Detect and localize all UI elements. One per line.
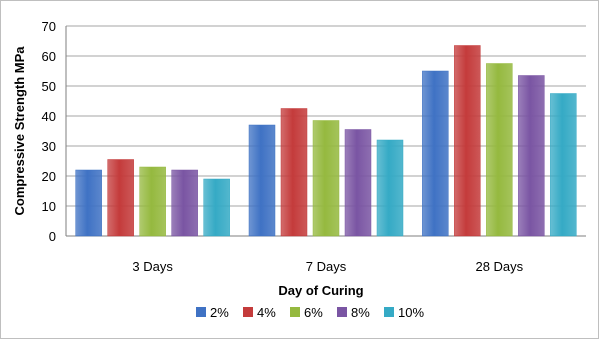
y-tick-label: 40: [42, 109, 56, 124]
legend-label: 10%: [398, 305, 424, 320]
x-tick-label: 7 Days: [306, 259, 347, 274]
bar-4pct-7-days: [280, 108, 308, 237]
x-axis-title: Day of Curing: [278, 283, 363, 298]
y-tick-label: 70: [42, 19, 56, 34]
bar-10pct-7-days: [376, 139, 404, 237]
y-tick-label: 30: [42, 139, 56, 154]
x-tick-labels: 3 Days 7 Days 28 Days: [132, 259, 523, 274]
bar-8pct-28-days: [518, 75, 545, 237]
legend-label: 8%: [351, 305, 370, 320]
legend-swatch: [384, 307, 394, 317]
bar-10pct-3-days: [203, 178, 230, 237]
x-tick-label: 28 Days: [475, 259, 523, 274]
legend-swatch: [337, 307, 347, 317]
legend-swatch: [196, 307, 206, 317]
legend-swatch: [243, 307, 253, 317]
bar-6pct-7-days: [312, 120, 340, 237]
y-tick-label: 20: [42, 169, 56, 184]
legend-swatch: [290, 307, 300, 317]
y-tick-label: 10: [42, 199, 56, 214]
legend-label: 4%: [257, 305, 276, 320]
y-axis-title: Compressive Strength MPa: [12, 46, 27, 216]
y-tick-label: 60: [42, 49, 56, 64]
bar-2pct-3-days: [75, 169, 102, 237]
y-tick-labels: 0 10 20 30 40 50 60 70: [42, 19, 56, 244]
x-tick-label: 3 Days: [132, 259, 173, 274]
bar-8pct-7-days: [344, 129, 372, 237]
bars: [75, 45, 577, 237]
bar-10pct-28-days: [550, 93, 577, 237]
bar-4pct-28-days: [454, 45, 481, 237]
bar-8pct-3-days: [171, 169, 198, 237]
y-tick-label: 50: [42, 79, 56, 94]
bar-2pct-7-days: [248, 124, 276, 237]
legend-label: 6%: [304, 305, 323, 320]
legend-label: 2%: [210, 305, 229, 320]
bar-6pct-3-days: [139, 166, 166, 237]
bar-6pct-28-days: [486, 63, 513, 237]
bar-4pct-3-days: [107, 159, 134, 237]
legend: 2% 4% 6% 8% 10%: [196, 305, 424, 320]
bar-2pct-28-days: [422, 70, 449, 237]
y-tick-label: 0: [49, 229, 56, 244]
